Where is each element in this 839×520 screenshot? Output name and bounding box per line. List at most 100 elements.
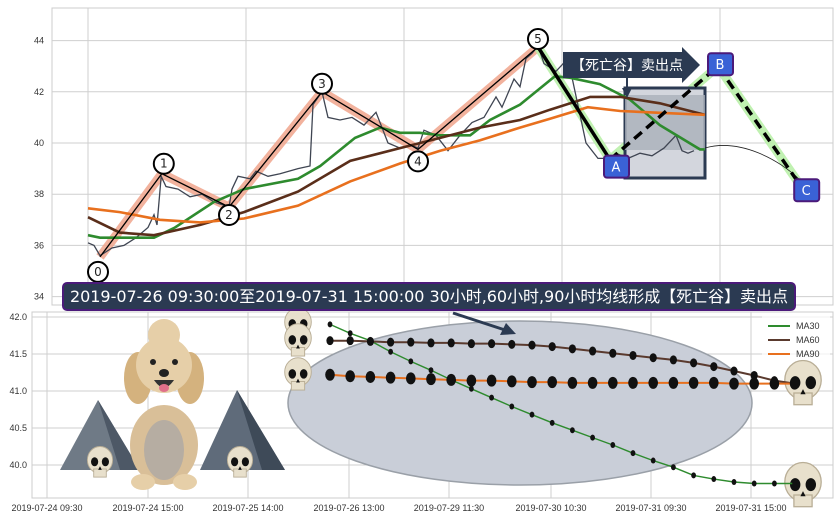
caption-arrow-head <box>500 323 516 335</box>
skull-eye <box>288 335 297 345</box>
ma90-point <box>789 377 800 390</box>
ma90-point <box>749 377 759 390</box>
wave-point-label: 3 <box>318 77 326 91</box>
top-y-tick-label: 44 <box>34 36 44 46</box>
ma90-point <box>486 374 497 387</box>
ma90-point <box>688 376 699 389</box>
skull-nose <box>800 491 806 497</box>
wave-point-marker-0 <box>87 260 109 283</box>
wave-point-label: 2 <box>225 208 233 222</box>
abc-point-label: C <box>802 184 811 199</box>
ma30-point <box>428 367 434 374</box>
abc-point-marker-B <box>707 52 734 77</box>
skull-decorations <box>86 307 822 508</box>
ma60-point <box>609 348 617 358</box>
annotation-arrow-box <box>563 47 700 83</box>
ma30-point <box>792 480 797 487</box>
ma90-point <box>608 376 618 389</box>
poodle-illustration <box>124 319 204 490</box>
ma60-point <box>488 339 496 349</box>
wave-point-marker-2 <box>218 204 240 226</box>
caption-banner: 2019-07-26 09:30:00至2019-07-31 15:00:00 … <box>62 282 796 335</box>
wave-point-marker-5 <box>527 28 549 50</box>
skull-icon <box>284 323 312 357</box>
ma30-point <box>509 403 515 410</box>
top-y-tick-label: 42 <box>34 87 44 97</box>
skull-eye <box>299 369 308 379</box>
bottom-x-tick-label: 2019-07-24 15:00 <box>112 503 183 513</box>
ma90-point <box>527 376 537 389</box>
ma60-line <box>87 95 706 237</box>
skull-eye <box>805 478 816 492</box>
bottom-x-tick-label: 2019-07-29 11:30 <box>414 503 484 513</box>
dog-head <box>136 337 192 393</box>
ma60-point <box>629 350 637 360</box>
skull-icon <box>86 446 114 478</box>
ma60-point <box>346 336 354 346</box>
skull-icon <box>226 446 254 478</box>
ma90-point <box>628 376 638 389</box>
skull-nose <box>296 344 300 349</box>
ma30-point <box>610 442 616 449</box>
mountain-shadow <box>98 400 140 470</box>
ma90-point <box>587 376 598 389</box>
annotation-pointer-head <box>622 88 632 98</box>
mountain-shadow <box>237 390 285 470</box>
skull-eye <box>91 457 99 467</box>
bottom-y-tick-label: 40.0 <box>9 460 27 470</box>
bottom-x-tick-label: 2019-07-30 10:30 <box>515 503 586 513</box>
skull-eye <box>805 376 816 390</box>
wave-point-marker-3 <box>311 72 333 95</box>
ma90-point <box>426 373 436 386</box>
ma60-point <box>710 362 718 372</box>
bottom-x-ticks: 2019-07-24 09:30 2019-07-24 15:00 2019-07-… <box>11 503 786 513</box>
ma30-point <box>650 457 656 464</box>
bottom-chart-marks <box>325 321 800 487</box>
top-chart-marks: 0 1 2 3 4 5 A B C 【死亡谷】卖出点 <box>87 28 821 283</box>
skull-nose <box>296 378 300 383</box>
ma30-line <box>329 323 795 485</box>
ma60-point <box>326 336 334 346</box>
legend: MA30 MA60 MA90 <box>762 316 830 360</box>
ma30-line <box>87 75 705 239</box>
ma30-point <box>731 479 737 486</box>
ma90-point <box>769 377 780 390</box>
skull-jaw <box>793 392 813 406</box>
skull-nose <box>238 466 242 470</box>
skull-nose <box>98 466 102 470</box>
abc-point-marker-C <box>793 178 821 203</box>
ma60-point <box>548 342 556 352</box>
skull-eye <box>299 335 308 345</box>
ma60-point <box>407 337 415 347</box>
ma90-point <box>385 371 396 384</box>
bottom-y-ticks: 40.0 40.5 41.0 41.5 42.0 <box>9 312 27 470</box>
ma30-point <box>489 394 494 401</box>
ma30-point <box>671 464 676 471</box>
ma60-point <box>366 336 374 346</box>
ma90-point <box>406 372 416 385</box>
ma90-point <box>345 370 356 383</box>
skull-eye <box>101 457 109 467</box>
wave-line <box>99 46 539 258</box>
wave-5-to-a-line <box>536 46 612 161</box>
ma30-point <box>630 450 636 457</box>
death-valley-box-inner <box>625 95 705 150</box>
ma30-point <box>751 480 757 487</box>
bottom-y-tick-label: 42.0 <box>9 312 27 322</box>
bottom-x-tick-label: 2019-07-26 13:00 <box>313 503 384 513</box>
ma30-point <box>711 476 717 483</box>
skull-jaw <box>93 468 107 478</box>
ma60-point <box>690 358 698 368</box>
top-y-tick-label: 34 <box>34 292 44 302</box>
dog-belly <box>144 420 184 480</box>
caption-text: 2019-07-26 09:30:00至2019-07-31 15:00:00 … <box>70 287 788 306</box>
ma30-point <box>772 480 777 487</box>
ma90-line <box>87 105 705 224</box>
top-y-tick-label: 38 <box>34 189 44 199</box>
abc-point-marker-A <box>603 154 630 179</box>
skull-icon <box>284 357 312 391</box>
ma60-point <box>508 339 516 349</box>
ma30-point <box>408 358 414 365</box>
ma90-point <box>446 373 457 386</box>
